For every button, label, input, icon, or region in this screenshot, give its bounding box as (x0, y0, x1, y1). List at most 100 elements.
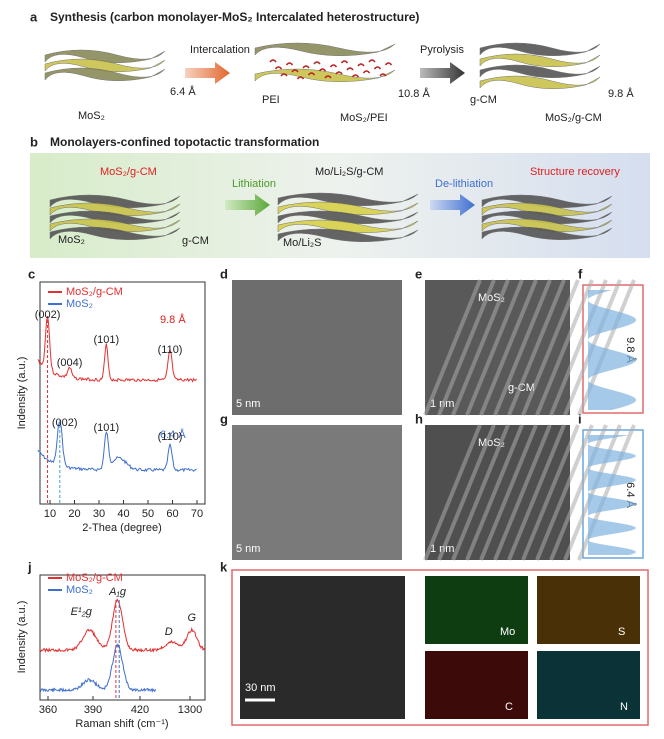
fringe (451, 279, 510, 416)
pei-chain (296, 76, 305, 80)
fringe (465, 424, 524, 561)
layer-sheet (49, 194, 181, 209)
legend-label: MoS₂/g-CM (66, 286, 123, 298)
pei-chain (362, 70, 371, 74)
map-n (537, 651, 640, 719)
arrow (185, 62, 230, 84)
peak-label: G (188, 612, 197, 624)
panel-label: b (30, 134, 38, 149)
layer-sheet (254, 68, 396, 83)
panel-label: g (220, 411, 228, 426)
curve (39, 598, 205, 653)
tem-image (232, 425, 402, 560)
fringe (535, 424, 594, 561)
axis-label: 2-Thea (degree) (82, 522, 162, 534)
pei-chain (340, 60, 349, 64)
panel-label: a (30, 9, 38, 24)
legend-label: MoS₂ (66, 584, 93, 596)
layer-sheet (44, 58, 166, 73)
label: Lithiation (232, 178, 276, 190)
panel-label: j (27, 559, 32, 574)
fringe (563, 424, 622, 561)
layer-sheet (254, 42, 396, 57)
pei-chain (291, 69, 299, 73)
axes-j (39, 574, 206, 701)
map-label: S (618, 626, 625, 638)
curve (39, 643, 156, 693)
pei-chain (324, 75, 332, 79)
panel-label: f (578, 266, 583, 281)
layer-sheet (44, 49, 166, 64)
haadf-image (240, 576, 405, 719)
x-tick-label: 1300 (178, 704, 202, 716)
map-label: Mo (500, 626, 515, 638)
layer-sheet (277, 219, 419, 234)
label: Mo/Li₂S/g-CM (315, 166, 383, 178)
pei-chain (307, 72, 316, 76)
x-tick-label: 40 (117, 508, 129, 520)
curve (37, 315, 197, 383)
fringe (465, 279, 524, 416)
fringe (493, 424, 552, 561)
arrow (430, 194, 475, 216)
layer-sheet (479, 64, 601, 79)
pei-chain (335, 71, 343, 75)
fringe (437, 279, 496, 416)
label: 10.8 Å (398, 87, 430, 100)
pei-chain (368, 59, 376, 63)
fringe (437, 424, 496, 561)
axis-label: Indensity (a.u.) (16, 601, 28, 674)
fringe (521, 279, 580, 416)
layer-sheet (479, 75, 601, 90)
fringe (423, 279, 482, 416)
layer-sheet (481, 226, 613, 241)
peak-label: (004) (57, 357, 83, 369)
pei-chain (302, 65, 310, 69)
panel-label: c (28, 266, 35, 281)
label: MoS₂ (78, 110, 105, 122)
panel-label: i (578, 411, 582, 426)
x-tick-label: 30 (93, 508, 105, 520)
label: PEI (262, 94, 280, 106)
layer-sheet (481, 202, 613, 217)
label: Intercalation (190, 44, 250, 56)
label: 9.8 Å (608, 87, 634, 100)
peak-label: (110) (158, 344, 183, 356)
fringe (507, 279, 566, 416)
label: MoS₂/g-CM (545, 112, 602, 124)
layer-sheet (277, 201, 419, 216)
layer-sheet (479, 42, 601, 57)
peak-label: D (165, 626, 173, 638)
arrow (225, 194, 270, 216)
label: 6.4 Å (170, 85, 196, 98)
label: g-CM (470, 94, 497, 106)
pei-chain (384, 62, 393, 66)
label: MoS₂/g-CM (100, 166, 157, 178)
map-mo (425, 576, 528, 644)
scale-label: 30 nm (245, 682, 276, 694)
fringe (493, 279, 552, 416)
layer-sheet (479, 53, 601, 68)
pei-chain (269, 59, 277, 63)
label: MoS₂ (58, 234, 85, 246)
scale-label: 5 nm (236, 398, 260, 410)
tem-image (232, 280, 402, 415)
peak-label: (110) (158, 431, 183, 443)
map-s (537, 576, 640, 644)
pei-chain (373, 66, 382, 70)
layer-sheet (481, 194, 613, 209)
fringe (451, 424, 510, 561)
peak-label: (101) (94, 334, 120, 346)
panel-label: k (220, 559, 228, 574)
fringe (423, 424, 482, 561)
label: Structure recovery (530, 166, 620, 178)
pei-chain (379, 73, 387, 77)
label: g-CM (182, 235, 209, 247)
panel-title: Monolayers-confined topotactic transform… (50, 135, 319, 149)
label: Mo/Li₂S (283, 237, 322, 249)
panel-title: Synthesis (carbon monolayer-MoS₂ Interca… (50, 10, 419, 24)
label: 9.8 Å (160, 313, 186, 326)
x-tick-label: 10 (44, 508, 56, 520)
layer-sheet (277, 210, 419, 225)
